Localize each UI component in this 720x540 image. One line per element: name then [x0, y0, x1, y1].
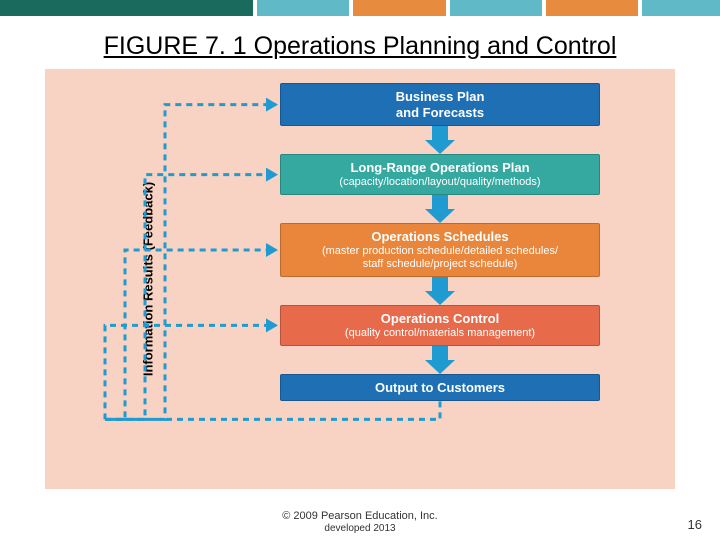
- box-schedules: Operations Schedules(master production s…: [280, 223, 600, 277]
- footer-line2: developed 2013: [324, 523, 395, 534]
- figure-title: FIGURE 7. 1 Operations Planning and Cont…: [0, 32, 720, 61]
- box-long-range: Long-Range Operations Plan(capacity/loca…: [280, 154, 600, 195]
- box-title-line2: and Forecasts: [287, 105, 593, 121]
- diagram-area: Information Results (Feedback) Business …: [45, 69, 675, 489]
- box-subtitle: (quality control/materials management): [287, 327, 593, 340]
- box-title: Long-Range Operations Plan: [287, 160, 593, 176]
- down-arrow-icon: [431, 126, 449, 154]
- footer-line1: © 2009 Pearson Education, Inc.: [282, 510, 437, 522]
- box-subtitle: (capacity/location/layout/quality/method…: [287, 176, 593, 189]
- down-arrow-icon: [431, 346, 449, 374]
- top-color-bar: [0, 0, 720, 16]
- box-output: Output to Customers: [280, 374, 600, 402]
- box-title: Output to Customers: [287, 380, 593, 396]
- box-title: Business Plan: [287, 89, 593, 105]
- down-arrow-icon: [431, 195, 449, 223]
- box-subtitle: (master production schedule/detailed sch…: [287, 245, 593, 271]
- flow-column: Business Planand Forecasts Long-Range Ope…: [235, 83, 645, 401]
- footer-copyright: © 2009 Pearson Education, Inc. developed…: [0, 510, 720, 534]
- feedback-axis-label: Information Results (Feedback): [141, 182, 156, 376]
- box-control: Operations Control(quality control/mater…: [280, 305, 600, 346]
- box-business-plan: Business Planand Forecasts: [280, 83, 600, 126]
- page-number: 16: [688, 517, 702, 532]
- box-title: Operations Control: [287, 311, 593, 327]
- down-arrow-icon: [431, 277, 449, 305]
- box-title: Operations Schedules: [287, 229, 593, 245]
